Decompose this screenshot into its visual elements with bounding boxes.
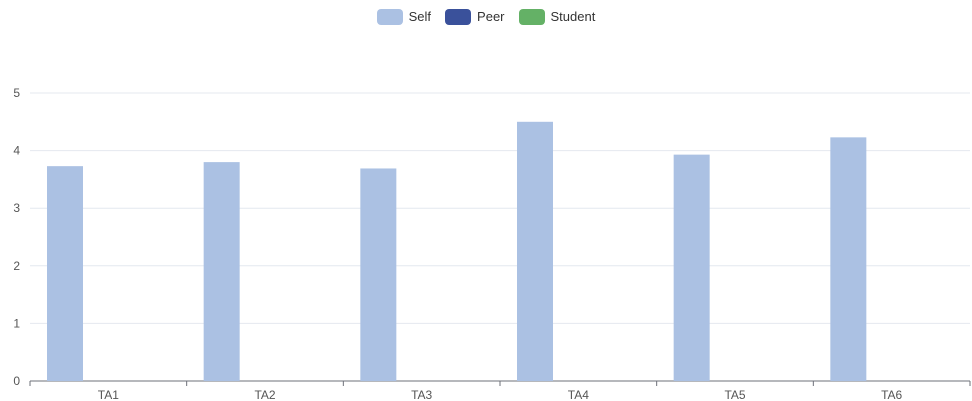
legend-item-peer[interactable]: Peer <box>445 8 505 26</box>
x-tick-label-ta3: TA3 <box>411 388 432 401</box>
bar-self-ta6 <box>830 137 867 381</box>
x-tick-label-ta1: TA1 <box>98 388 119 401</box>
y-tick-label-4: 4 <box>13 144 20 158</box>
bar-self-ta1 <box>47 166 83 381</box>
grid-lines <box>30 92 970 324</box>
bar-self-ta3 <box>360 168 397 381</box>
legend-label-peer: Peer <box>477 9 505 24</box>
bar-self-ta4 <box>517 121 553 382</box>
legend-swatch-student <box>518 9 545 25</box>
chart-legend: Self Peer Student <box>0 8 972 26</box>
bars <box>47 121 867 382</box>
tick-labels: 0 1 2 3 4 5 TA1 TA2 TA3 TA4 TA5 TA6 <box>13 86 902 401</box>
x-tick-label-ta4: TA4 <box>568 388 589 401</box>
legend-item-self[interactable]: Self <box>376 8 432 26</box>
y-tick-label-0: 0 <box>13 374 20 388</box>
y-tick-label-2: 2 <box>13 259 20 273</box>
legend-swatch-peer <box>445 9 472 25</box>
y-tick-label-1: 1 <box>13 316 20 330</box>
legend-label-student: Student <box>550 9 596 24</box>
axes <box>29 380 971 386</box>
legend-label-self: Self <box>408 9 432 24</box>
legend-swatch-self <box>376 9 403 25</box>
bar-self-ta5 <box>673 154 710 381</box>
y-tick-label-3: 3 <box>13 201 20 215</box>
y-tick-label-5: 5 <box>13 86 20 100</box>
x-tick-label-ta5: TA5 <box>724 388 745 401</box>
x-tick-label-ta6: TA6 <box>881 388 902 401</box>
x-tick-label-ta2: TA2 <box>254 388 275 401</box>
legend-item-student[interactable]: Student <box>518 8 596 26</box>
bar-self-ta2 <box>203 162 240 381</box>
